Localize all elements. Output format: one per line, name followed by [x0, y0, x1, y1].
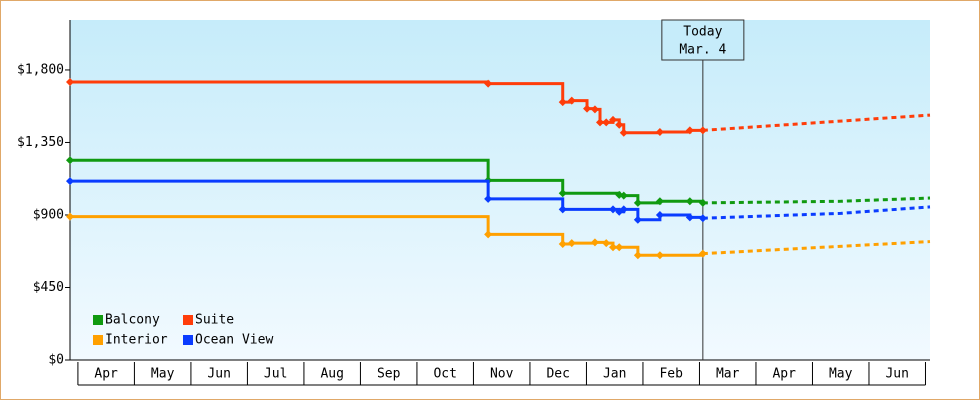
x-tick-label: Jul [264, 367, 287, 382]
price-marker [685, 126, 694, 135]
price-marker [66, 177, 74, 186]
price-marker [558, 189, 567, 198]
price-marker [602, 118, 611, 127]
price-marker [655, 197, 664, 206]
x-tick-label: Jan [603, 367, 626, 382]
legend-label: Balcony [105, 313, 160, 328]
price-marker [609, 205, 618, 214]
y-tick-label: $1,800 [17, 62, 64, 77]
price-marker [698, 214, 707, 223]
x-tick-label: Jun [885, 367, 908, 382]
forecast-line [702, 113, 931, 132]
price-marker [484, 194, 493, 203]
price-marker [619, 128, 628, 137]
forecast-line [702, 205, 931, 220]
price-marker [66, 156, 74, 165]
x-tick-label: Jun [207, 367, 230, 382]
y-tick-label: $0 [48, 353, 64, 368]
price-marker [619, 191, 628, 200]
y-tick-label: $900 [33, 207, 64, 222]
price-marker [609, 243, 618, 252]
price-marker [590, 105, 599, 114]
y-tick-label: $450 [33, 280, 64, 295]
price-marker [567, 239, 576, 248]
price-marker [685, 213, 694, 222]
price-marker [615, 120, 624, 129]
x-tick-label: Aug [320, 367, 343, 382]
forecast-line [702, 240, 931, 256]
x-tick-label: Oct [433, 367, 456, 382]
price-marker [655, 210, 664, 219]
legend-label: Suite [195, 313, 234, 328]
price-marker [633, 198, 642, 207]
x-tick-label: Apr [772, 367, 796, 382]
x-tick-label: Dec [546, 367, 569, 382]
legend-label: Ocean View [195, 333, 273, 348]
price-marker [558, 205, 567, 214]
today-box [661, 19, 745, 61]
price-marker [615, 243, 624, 252]
y-tick-label: $1,350 [17, 135, 64, 150]
price-marker [698, 249, 707, 258]
legend-swatch [93, 315, 103, 325]
price-marker [590, 238, 599, 247]
price-marker [633, 215, 642, 224]
price-marker [655, 251, 664, 260]
x-tick-label: May [829, 367, 853, 382]
price-marker [609, 115, 618, 124]
x-tick-label: Sep [377, 367, 401, 382]
price-marker [583, 104, 592, 113]
price-marker [698, 198, 707, 207]
x-tick-label: May [151, 367, 175, 382]
plot-area [70, 20, 930, 360]
price-marker [66, 78, 74, 87]
x-tick-label: Apr [94, 367, 118, 382]
legend-label: Interior [105, 333, 168, 348]
today-label: Today [683, 25, 722, 40]
forecast-line [702, 196, 931, 205]
legend-swatch [93, 335, 103, 345]
x-tick-label: Mar [716, 367, 740, 382]
price-marker [596, 118, 605, 127]
price-marker [484, 230, 493, 239]
price-marker [558, 98, 567, 107]
x-tick-label: Nov [490, 367, 514, 382]
x-tick-label: Feb [659, 367, 683, 382]
price-marker [66, 212, 74, 221]
price-marker [602, 239, 611, 248]
price-marker [655, 127, 664, 136]
price-marker [484, 79, 493, 88]
price-marker [685, 197, 694, 206]
legend-swatch [183, 335, 193, 345]
price-marker [633, 251, 642, 260]
price-marker [558, 239, 567, 248]
today-label: Mar. 4 [679, 43, 726, 58]
price-marker [567, 96, 576, 105]
price-marker [698, 126, 707, 135]
legend-swatch [183, 315, 193, 325]
price-marker [619, 205, 628, 214]
